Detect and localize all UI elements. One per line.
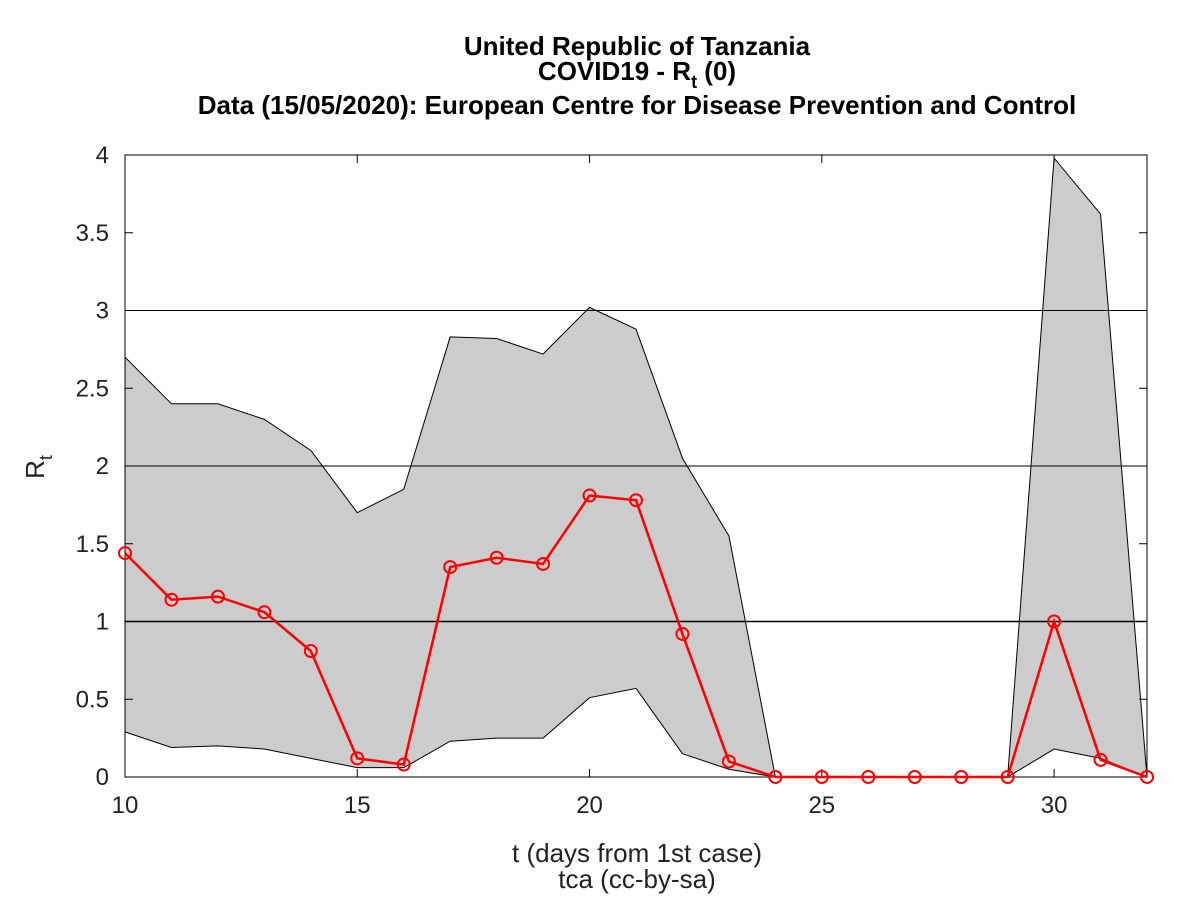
y-tick-label: 2 [96,453,109,480]
y-tick-label: 2.5 [76,375,109,402]
rt-point [443,560,458,575]
rt-point [629,493,643,508]
chart-title-line2: COVID19 - Rt (0) [538,56,736,92]
grid-layer [125,310,1147,623]
y-tick-label: 1.5 [76,531,109,558]
x-tick-label: 15 [344,792,371,819]
chart-title-line3: Data (15/05/2020): European Centre for D… [198,90,1076,120]
rt-point [954,770,969,784]
chart-title-line1: United Republic of Tanzania [464,31,811,61]
rt-point [303,644,318,659]
rt-point [768,770,783,784]
rt-series-layer [118,488,1154,784]
rt-point [396,757,411,772]
y-tick-label: 4 [96,142,109,169]
rt-point [164,592,179,607]
rt-point [489,550,504,565]
rt-point [582,488,597,503]
rt-point [721,754,736,769]
rt-point [861,770,876,784]
y-tick-label: 1 [96,609,109,636]
rt-point [257,605,272,620]
rt-point [350,751,365,766]
rt-point [210,589,225,604]
rt-line [124,494,1148,779]
rt-point [1000,770,1015,784]
x-axis-label: t (days from 1st case) [512,838,762,868]
y-tick-label: 0.5 [76,686,109,713]
rt-point [675,626,690,641]
rt-point [1047,614,1062,629]
x-tick-label: 25 [808,792,835,819]
rt-point [907,770,922,784]
confidence-band [125,158,1147,778]
rt-point [118,546,132,561]
rt-point [814,770,829,784]
confidence-band-layer [124,156,1148,778]
x-tick-label: 20 [576,792,603,819]
credit-label: tca (cc-by-sa) [558,864,715,894]
tick-layer: 10 15 20 25 30 0 0.5 1 1.5 2 2.5 3 3.5 4 [76,142,1147,819]
y-axis-label: Rt [20,455,56,479]
y-tick-label: 0 [96,764,109,791]
rt-point [1140,770,1154,784]
x-tick-label: 30 [1041,792,1068,819]
x-tick-label: 10 [112,792,139,819]
y-tick-label: 3.5 [76,220,109,247]
rt-point [536,556,551,571]
y-tick-label: 3 [96,298,109,325]
rt-point [1093,752,1108,767]
